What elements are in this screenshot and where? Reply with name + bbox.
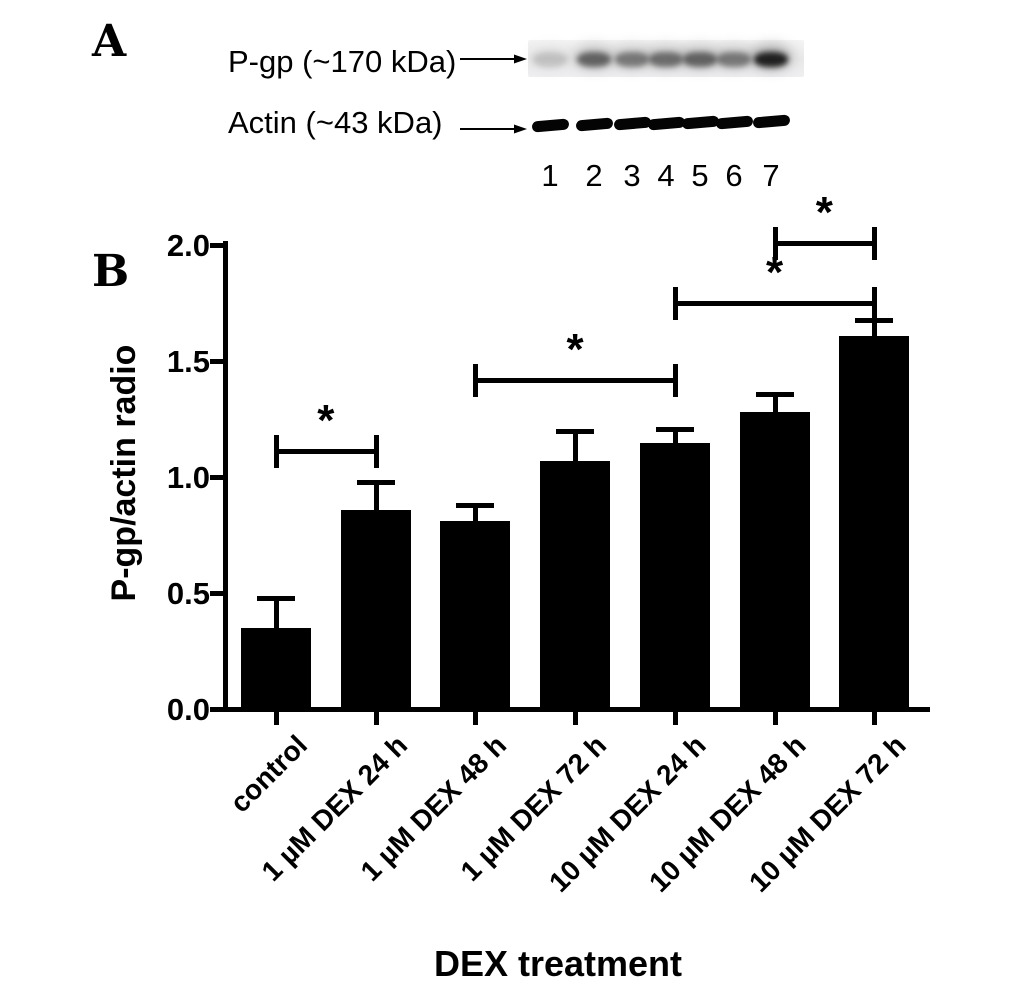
significance-bracket	[276, 449, 376, 455]
y-tick-label: 0.5	[166, 576, 210, 611]
bar	[440, 521, 511, 710]
bar	[739, 412, 810, 710]
pgp-row-label: P-gp (~170 kDa)	[228, 44, 457, 79]
error-bar-cap	[755, 392, 794, 398]
bracket-end-tick	[672, 287, 678, 320]
pgp-arrow-icon	[460, 54, 527, 64]
error-bar-stem	[872, 321, 878, 338]
x-tick	[772, 712, 778, 725]
y-tick	[210, 591, 223, 596]
lane-number: 3	[623, 158, 641, 193]
pgp-band	[533, 52, 567, 67]
lane-number: 4	[657, 158, 675, 193]
y-tick-label: 0.0	[166, 692, 210, 727]
error-bar-cap	[855, 317, 894, 323]
error-bar-cap	[257, 596, 295, 602]
lane-number: 5	[691, 158, 709, 193]
pgp-band	[717, 52, 751, 67]
pgp-band	[649, 52, 683, 67]
significance-asterisk: *	[815, 187, 833, 237]
y-tick	[210, 707, 223, 712]
lane-number: 2	[585, 158, 603, 193]
bracket-end-tick	[274, 435, 279, 469]
significance-bracket	[774, 240, 875, 246]
bar	[639, 442, 710, 710]
error-bar-cap	[456, 503, 495, 509]
x-tick	[573, 712, 579, 725]
pgp-band-halo	[713, 44, 755, 70]
significance-bracket	[674, 301, 875, 306]
bar	[340, 509, 411, 710]
bar	[241, 628, 311, 710]
pgp-band-halo	[611, 44, 653, 70]
x-tick	[672, 712, 678, 725]
actin-arrow-icon	[460, 124, 527, 134]
y-tick	[210, 243, 223, 248]
error-bar-stem	[573, 433, 579, 464]
error-bar-stem	[772, 396, 778, 415]
significance-bracket	[475, 377, 675, 383]
significance-asterisk: *	[765, 248, 784, 297]
pgp-band	[577, 52, 611, 67]
x-tick	[373, 712, 379, 725]
pgp-band-halo	[529, 44, 571, 70]
y-tick	[210, 475, 223, 480]
lane-number: 7	[762, 158, 780, 193]
bracket-end-tick	[373, 435, 379, 469]
bracket-end-tick	[772, 226, 778, 260]
error-bar-stem	[373, 484, 379, 512]
y-tick	[210, 359, 223, 364]
panel-a-label: A	[92, 16, 127, 67]
lane-number: 6	[725, 158, 743, 193]
error-bar-stem	[473, 507, 479, 524]
y-tick-label: 2.0	[166, 228, 210, 263]
x-tick-label: control	[224, 729, 314, 819]
bar	[540, 461, 611, 710]
error-bar-cap	[655, 426, 694, 432]
actin-row-label: Actin (~43 kDa)	[228, 105, 443, 140]
bar	[839, 335, 910, 710]
pgp-band	[683, 52, 717, 67]
y-tick-label: 1.0	[166, 460, 210, 495]
x-tick	[872, 712, 878, 725]
bracket-end-tick	[672, 363, 678, 397]
error-bar-stem	[274, 600, 279, 631]
y-axis	[223, 241, 228, 712]
error-bar-cap	[356, 480, 395, 486]
x-tick	[473, 712, 479, 725]
lane-number: 1	[541, 158, 559, 193]
bracket-end-tick	[473, 363, 479, 397]
significance-asterisk: *	[566, 324, 584, 374]
pgp-blot-strip	[528, 40, 804, 77]
y-tick-label: 1.5	[166, 344, 210, 379]
bracket-end-tick	[872, 287, 878, 320]
pgp-band	[754, 52, 788, 67]
panel-b-label: B	[92, 246, 130, 297]
x-axis-title: DEX treatment	[433, 943, 683, 984]
x-tick	[274, 712, 279, 725]
pgp-band	[615, 52, 649, 67]
significance-asterisk: *	[317, 396, 335, 446]
error-bar-stem	[672, 430, 678, 445]
bracket-end-tick	[872, 226, 878, 260]
error-bar-cap	[556, 429, 595, 435]
